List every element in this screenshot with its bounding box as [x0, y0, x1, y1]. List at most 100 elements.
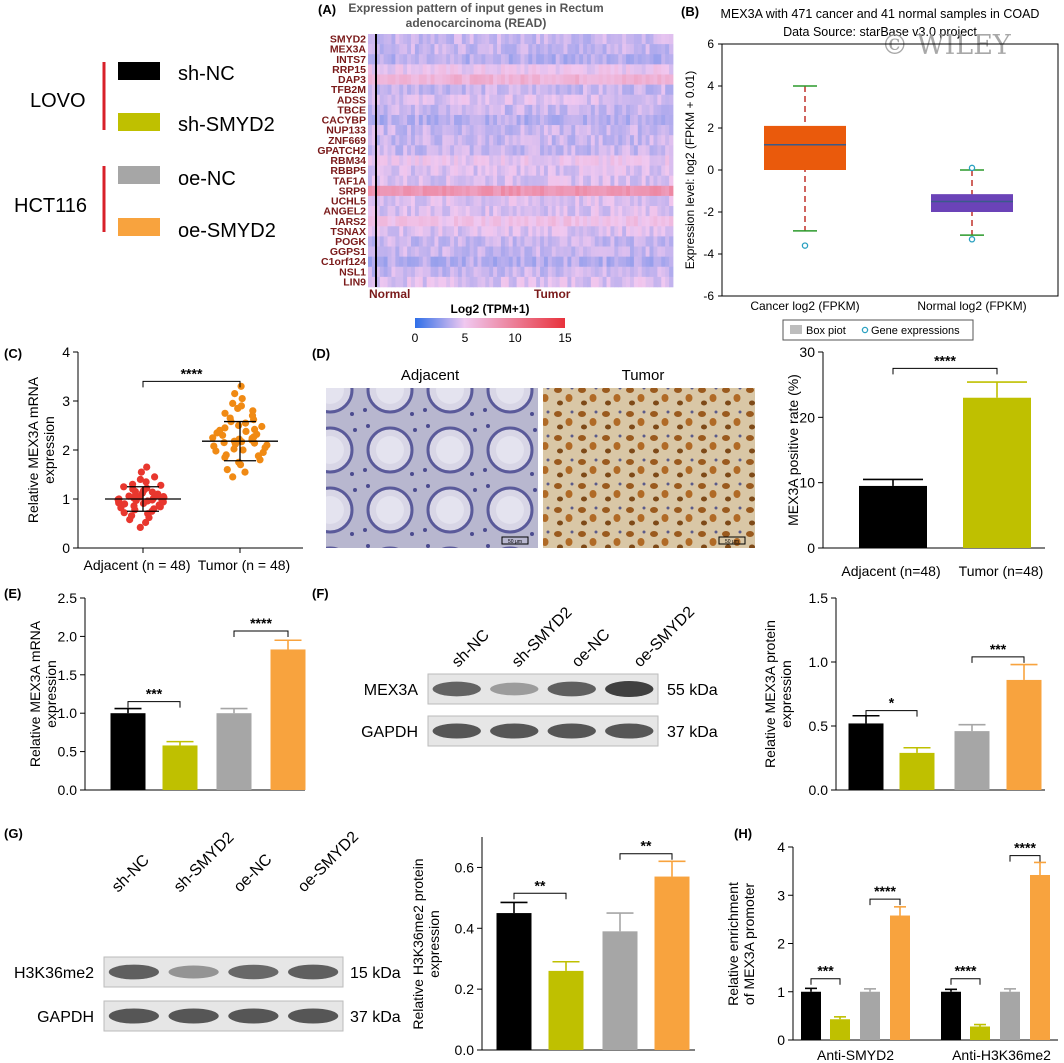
heatmap-cell — [657, 185, 662, 197]
heatmap-gene-label: INTS7 — [336, 54, 366, 66]
heatmap-cell — [524, 135, 529, 146]
bar — [654, 876, 690, 1050]
heatmap-cell — [477, 195, 482, 207]
heatmap-cell — [422, 114, 428, 126]
heatmap-cell — [368, 256, 373, 268]
y-axis-label: Relative MEX3A protein — [762, 620, 778, 768]
heatmap-cell — [493, 64, 498, 75]
heatmap-cell — [485, 135, 490, 146]
heatmap-cell — [368, 114, 373, 126]
heatmap-cell — [567, 125, 572, 136]
heatmap-cell — [477, 94, 482, 106]
blot-band — [228, 964, 279, 980]
heatmap-cell — [669, 226, 674, 237]
heatmap-cell — [606, 125, 611, 136]
heatmap-cell — [633, 114, 639, 126]
heatmap-cell — [379, 104, 385, 116]
heatmap-cell — [434, 54, 439, 65]
bar — [1006, 679, 1042, 790]
bar — [801, 991, 821, 1040]
heatmap-cell — [551, 266, 557, 278]
heatmap-cell — [489, 175, 494, 187]
heatmap-cell — [520, 135, 525, 146]
heatmap-cell — [555, 226, 560, 237]
heatmap-cell — [500, 74, 506, 85]
heatmap-cell — [477, 175, 482, 187]
heatmap-cell — [649, 54, 654, 65]
heatmap-cell — [516, 206, 521, 217]
heatmap-cell — [516, 246, 521, 257]
heatmap-cell — [567, 185, 572, 197]
heatmap-cell — [512, 185, 517, 197]
heatmap-cell — [473, 44, 478, 55]
heatmap-cell — [614, 125, 619, 136]
heatmap-cell — [485, 104, 490, 116]
heatmap-cell — [532, 104, 537, 116]
heatmap-cell — [543, 145, 549, 156]
heatmap-cell — [657, 74, 662, 85]
heatmap-cell — [598, 195, 604, 207]
heatmap-cell — [430, 266, 435, 278]
heatmap-cell — [645, 145, 650, 156]
heatmap-cell — [504, 266, 510, 278]
heatmap-cell — [450, 276, 455, 288]
heatmap-cell — [633, 226, 639, 237]
heatmap-cell — [571, 155, 576, 166]
heatmap-cell — [438, 206, 443, 217]
heatmap-cell — [551, 125, 557, 136]
heatmap-cell — [555, 155, 560, 166]
heatmap-cell — [399, 276, 404, 288]
heatmap-cell — [590, 34, 596, 45]
heatmap-cell — [555, 125, 560, 136]
heatmap-cell — [551, 246, 557, 257]
heatmap-cell — [622, 276, 627, 288]
heatmap-cell — [567, 246, 572, 257]
heatmap-cell — [571, 74, 576, 85]
heatmap-cell — [371, 84, 377, 96]
heatmap-cell — [606, 64, 611, 75]
heatmap-cell — [629, 236, 635, 247]
heatmap-cell — [485, 165, 490, 176]
heatmap-cell — [418, 135, 424, 146]
heatmap-cell — [422, 246, 428, 257]
heatmap-cell — [536, 64, 541, 75]
y-tick-label: 0.6 — [455, 859, 475, 875]
heatmap-cell — [610, 104, 615, 116]
heatmap-cell — [473, 135, 478, 146]
significance-bracket — [233, 630, 289, 638]
heatmap-cell — [649, 206, 654, 217]
bar — [830, 1019, 850, 1040]
heatmap-cell — [461, 125, 467, 136]
heatmap-cell — [399, 165, 404, 176]
heatmap-cell — [457, 256, 463, 268]
heatmap-cell — [536, 155, 541, 166]
heatmap-cell — [586, 135, 592, 146]
heatmap-cell — [489, 44, 494, 55]
heatmap-cell — [403, 74, 408, 85]
heatmap-cell — [579, 206, 584, 217]
heatmap-cell — [500, 155, 506, 166]
heatmap-cell — [414, 54, 420, 65]
heatmap-cell — [379, 226, 385, 237]
heatmap-cell — [598, 155, 604, 166]
heatmap-cell — [567, 104, 572, 116]
heatmap-cell — [473, 175, 478, 187]
heatmap-cell — [465, 236, 471, 247]
heatmap-cell — [641, 216, 647, 227]
heatmap-cell — [508, 64, 514, 75]
heatmap-cell — [633, 165, 639, 176]
heatmap-cell — [422, 256, 428, 268]
heatmap-cell — [457, 34, 463, 45]
panel-f-chart: 0.00.51.01.5****Relative MEX3A protein ex… — [762, 590, 1045, 798]
heatmap-cell — [407, 94, 412, 106]
heatmap-cell — [626, 125, 631, 136]
heatmap-cell — [383, 34, 388, 45]
y-tick-label: 0 — [777, 1032, 785, 1048]
heatmap-cell — [551, 256, 557, 268]
heatmap-cell — [434, 185, 439, 197]
heatmap-cell — [540, 135, 545, 146]
heatmap-cell — [438, 256, 443, 268]
heatmap-cell — [540, 34, 545, 45]
y-tick-label: 1.5 — [809, 590, 829, 606]
heatmap-cell — [504, 34, 510, 45]
